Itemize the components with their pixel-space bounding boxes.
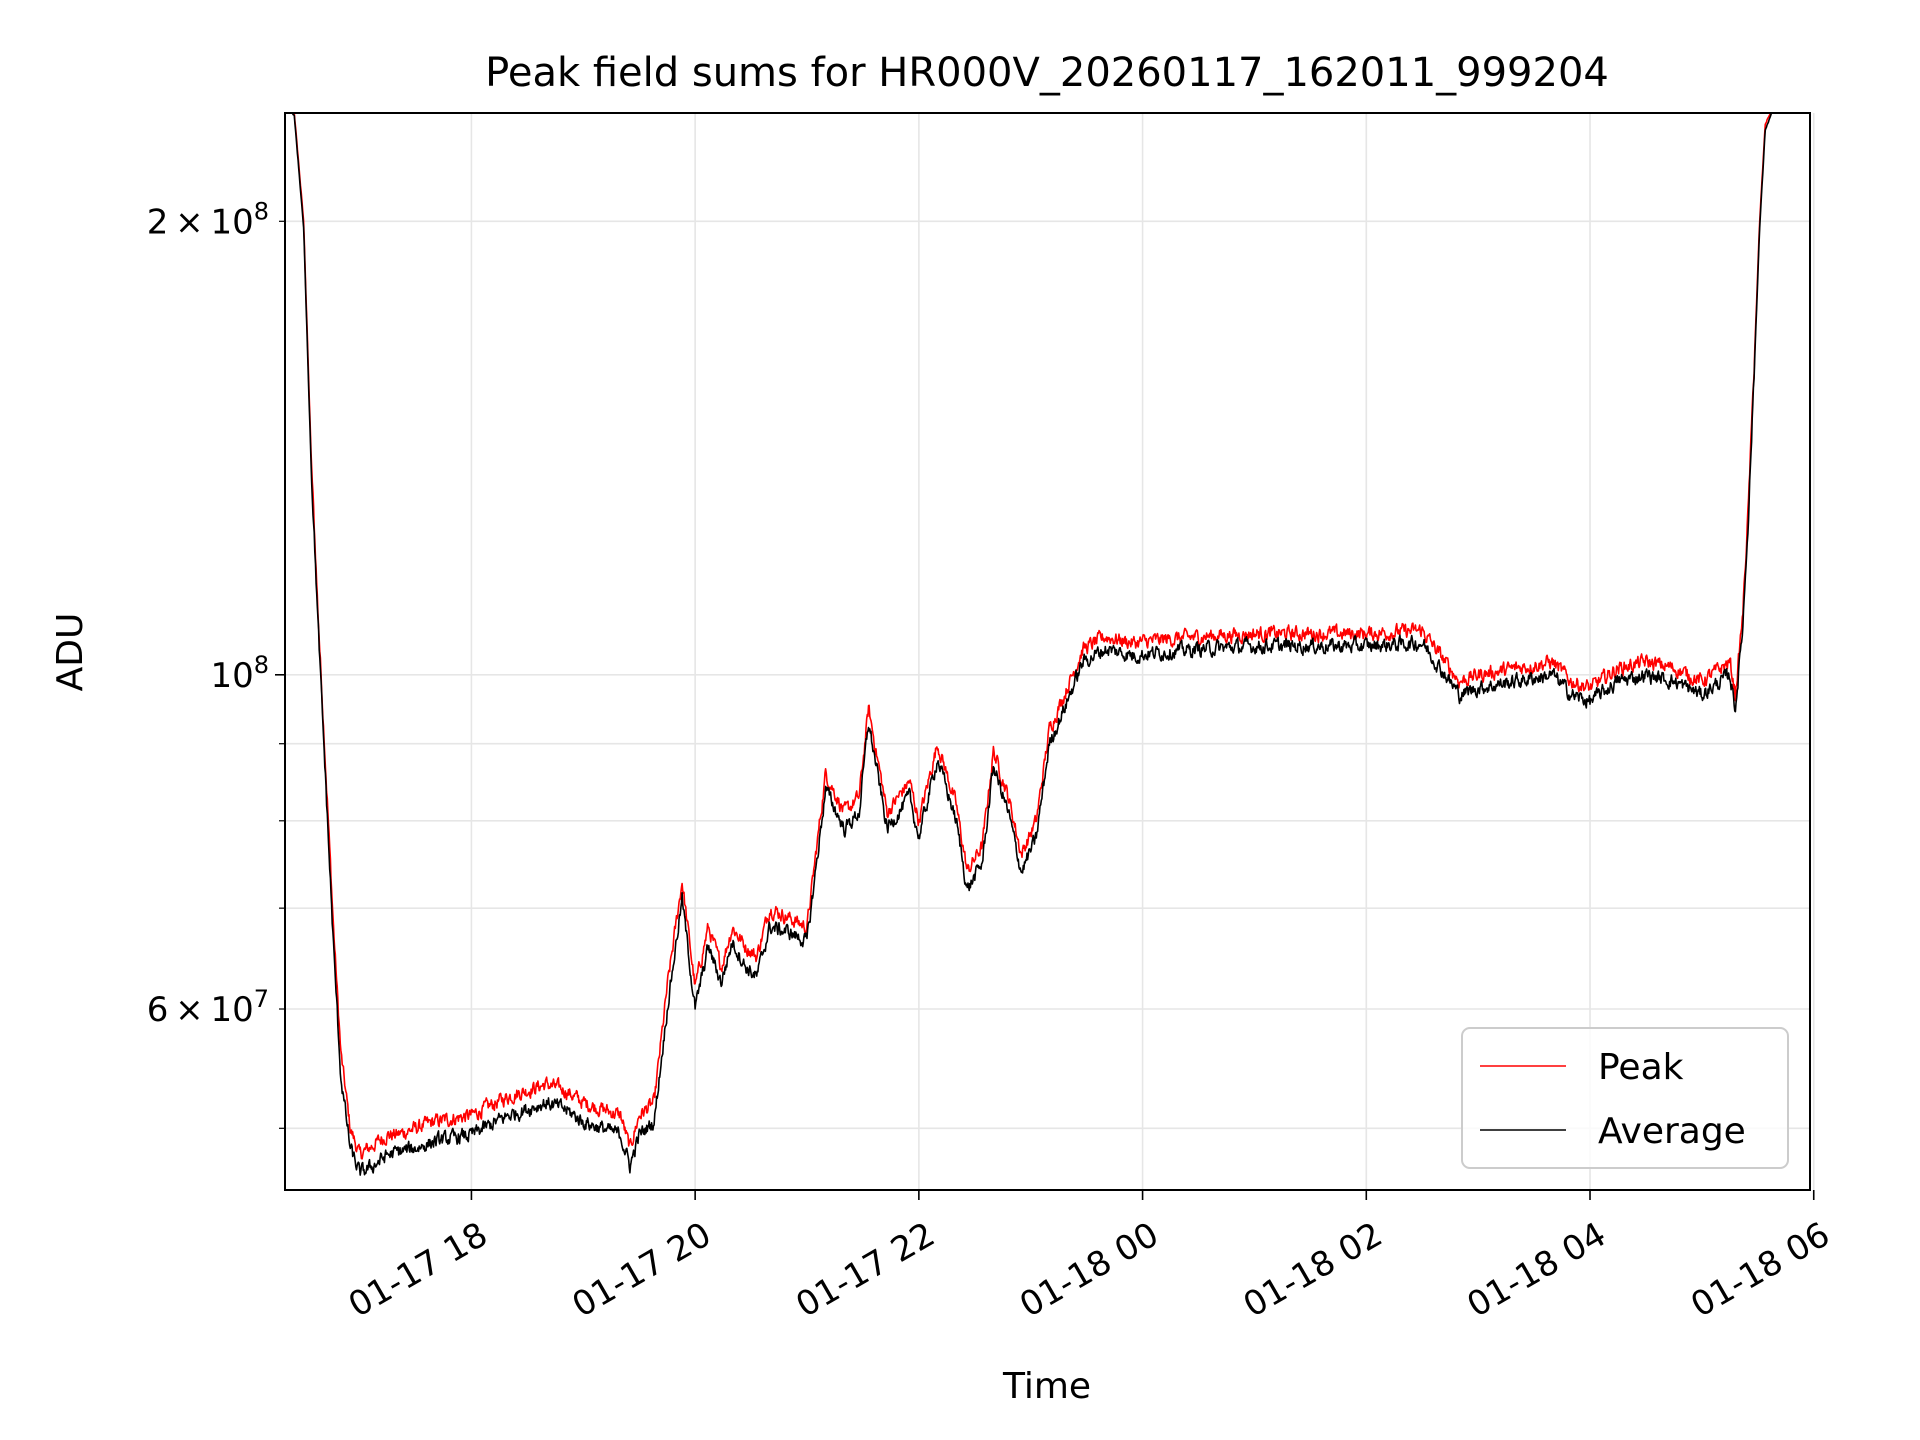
y-tick-label: 108 (210, 651, 269, 696)
legend: Peak Average (1461, 1027, 1789, 1169)
y-tick-label: 6 × 107 (147, 985, 269, 1030)
legend-label-peak: Peak (1598, 1047, 1684, 1088)
series-line-peak (293, 113, 1772, 1160)
legend-label-average: Average (1598, 1111, 1746, 1152)
plot-area (291, 113, 1773, 1176)
series-line-average (291, 113, 1773, 1176)
legend-box (1461, 1027, 1789, 1169)
series-lines (291, 113, 1773, 1176)
plot-frame (284, 112, 1811, 1191)
y-tick-label: 2 × 108 (147, 197, 269, 242)
y-axis-label: ADU (50, 613, 91, 692)
x-axis-label: Time (1002, 1366, 1091, 1407)
chart-title: Peak field sums for HR000V_20260117_1620… (485, 50, 1609, 96)
